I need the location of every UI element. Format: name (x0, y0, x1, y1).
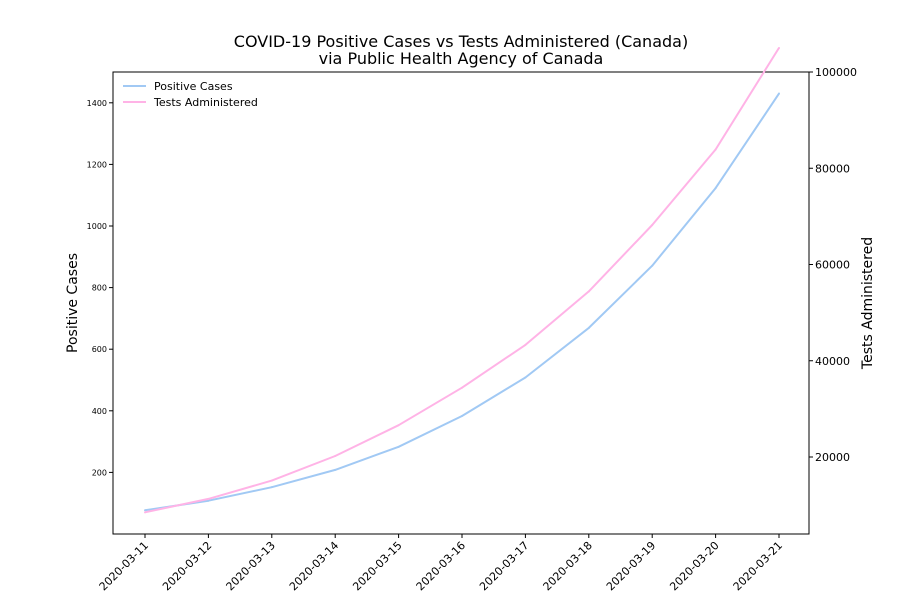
data-point-tests-administered (461, 386, 463, 389)
y-tick-label: 1000 (87, 222, 107, 231)
data-point-tests-administered (714, 148, 717, 151)
y-tick-label: 600 (92, 345, 107, 354)
left-axis-ticks: 200 400 600 800 1000 1200 1400 (87, 99, 113, 477)
data-point-positive-cases (651, 264, 654, 267)
x-tick-label: 2020-03-14 (287, 539, 341, 593)
y2-tick-label: 40000 (815, 355, 850, 368)
legend-label-tests-administered: Tests Administered (153, 96, 258, 109)
series-line-tests-administered (144, 47, 780, 514)
x-tick-label: 2020-03-16 (414, 539, 468, 593)
data-point-tests-administered (397, 424, 400, 427)
data-point-tests-administered (524, 343, 527, 346)
data-point-positive-cases (144, 509, 146, 512)
data-point-positive-cases (270, 486, 273, 489)
x-tick-label: 2020-03-11 (97, 539, 151, 593)
data-point-tests-administered (334, 455, 337, 458)
data-point-tests-administered (144, 511, 146, 514)
chart-subtitle: via Public Health Agency of Canada (319, 49, 604, 68)
data-point-positive-cases (461, 415, 463, 418)
chart-title: COVID-19 Positive Cases vs Tests Adminis… (234, 32, 688, 51)
data-point-positive-cases (524, 376, 527, 379)
x-tick-label: 2020-03-17 (477, 539, 531, 593)
x-tick-label: 2020-03-12 (160, 539, 214, 593)
data-point-positive-cases (587, 326, 590, 329)
y-tick-label: 1400 (87, 99, 107, 108)
data-point-tests-administered (270, 479, 273, 482)
data-point-tests-administered (207, 497, 210, 500)
y2-axis-label: Tests Administered (860, 237, 876, 370)
y-tick-label: 400 (92, 407, 107, 416)
plot-area-frame (112, 71, 810, 535)
y2-tick-label: 80000 (815, 162, 850, 175)
x-tick-label: 2020-03-18 (541, 539, 595, 593)
series-lines (144, 46, 780, 514)
y2-tick-label: 100000 (815, 66, 857, 79)
data-point-tests-administered (651, 224, 654, 227)
y2-tick-label: 20000 (815, 451, 850, 464)
legend-label-positive-cases: Positive Cases (154, 80, 233, 93)
x-tick-label: 2020-03-15 (350, 539, 404, 593)
y2-tick-label: 60000 (815, 259, 850, 272)
y-tick-label: 200 (92, 468, 107, 477)
data-point-positive-cases (207, 499, 210, 502)
y-axis-label: Positive Cases (65, 253, 81, 353)
data-point-tests-administered (587, 290, 590, 293)
data-point-positive-cases (334, 468, 337, 471)
x-tick-label: 2020-03-21 (731, 539, 785, 593)
legend: Positive Cases Tests Administered (123, 80, 258, 109)
x-tick-label: 2020-03-19 (604, 539, 658, 593)
y-tick-label: 800 (92, 284, 107, 293)
x-tick-label: 2020-03-20 (667, 539, 721, 593)
data-point-positive-cases (778, 92, 780, 95)
right-axis-ticks: 20000 40000 60000 80000 100000 (809, 66, 857, 464)
y-tick-label: 1200 (87, 160, 107, 169)
x-tick-label: 2020-03-13 (224, 539, 278, 593)
data-point-positive-cases (397, 445, 400, 448)
data-point-tests-administered (778, 46, 780, 49)
data-point-positive-cases (714, 187, 717, 190)
x-axis-ticks: 2020-03-11 2020-03-12 2020-03-13 2020-03-14… (97, 534, 785, 593)
series-line-positive-cases (144, 93, 780, 512)
